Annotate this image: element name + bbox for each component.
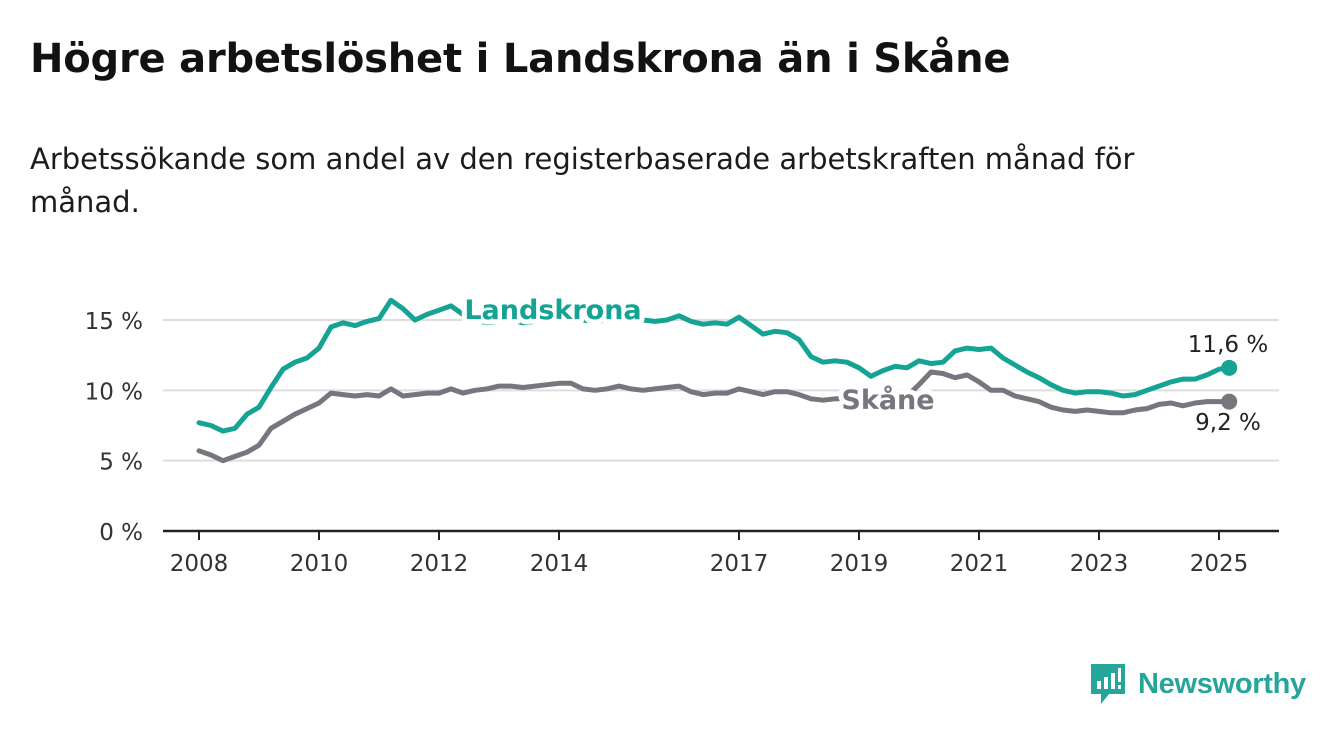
x-tick-label: 2014	[530, 551, 589, 577]
x-tick-label: 2019	[830, 551, 889, 577]
y-tick-label: 15 %	[85, 309, 143, 335]
series-end-value-label: 11,6 %	[1188, 332, 1268, 358]
series-end-value-label: 9,2 %	[1195, 410, 1261, 436]
series-line-landskrona	[196, 297, 1232, 434]
x-tick-label: 2025	[1190, 551, 1249, 577]
chart-title: Högre arbetslöshet i Landskrona än i Skå…	[30, 36, 1011, 82]
series-end-marker	[1221, 393, 1238, 410]
x-tick-label: 2012	[410, 551, 469, 577]
y-tick-label: 10 %	[85, 379, 143, 405]
series-label: Landskrona	[464, 295, 641, 326]
series-line-skane	[196, 369, 1232, 464]
x-tick-label: 2017	[710, 551, 769, 577]
chart-subtitle: Arbetssökande som andel av den registerb…	[30, 142, 1135, 219]
series-label: Skåne	[841, 384, 934, 416]
newsworthy-logo-icon	[1091, 664, 1125, 704]
x-tick-label: 2023	[1070, 551, 1129, 577]
newsworthy-logo: Newsworthy	[1088, 661, 1318, 707]
y-tick-label: 0 %	[99, 520, 143, 546]
y-tick-label: 5 %	[99, 450, 143, 476]
x-tick-label: 2021	[950, 551, 1009, 577]
brand-name: Newsworthy	[1138, 667, 1306, 700]
series-end-marker	[1221, 359, 1238, 376]
x-tick-label: 2008	[170, 551, 229, 577]
x-tick-label: 2010	[290, 551, 349, 577]
